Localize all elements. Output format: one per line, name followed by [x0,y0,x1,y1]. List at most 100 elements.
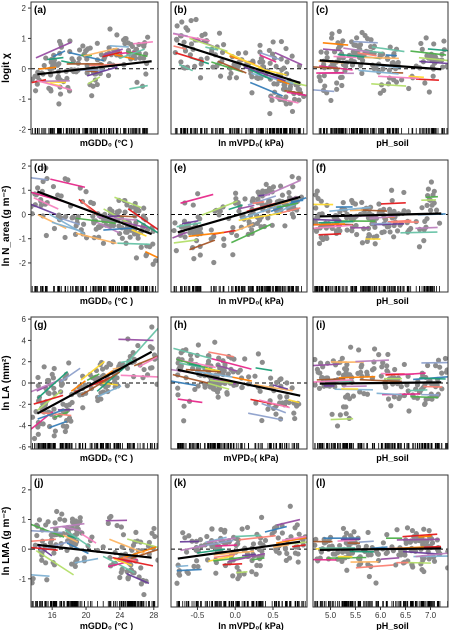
panel-frame [170,159,308,293]
data-point [128,204,134,211]
data-point [373,580,379,586]
group-fit-line [313,89,335,93]
group-fit-line [31,176,48,181]
data-point [41,364,47,370]
data-point [284,394,290,400]
data-point [76,55,82,62]
group-fit-line [253,383,293,392]
data-point [197,75,204,81]
data-point [80,221,87,227]
data-point [46,390,52,397]
data-point [135,342,141,349]
data-point [127,234,133,240]
data-point [266,198,272,204]
data-point [202,31,208,37]
panel-l: (l) 5.0 5.5 6.0 6.5 7.0 pH_soil [312,474,449,630]
group-fit-line [209,379,234,385]
overall-fit-line [319,381,442,385]
group-fit-line [275,536,307,544]
data-point [84,70,90,76]
group-fit-line [240,204,282,220]
data-point [114,32,120,38]
group-fit-line [318,233,342,236]
data-point [259,417,265,424]
data-point [435,357,442,363]
data-point [350,393,357,399]
group-fit-line [96,365,127,392]
data-point [242,196,248,202]
data-point [284,550,290,557]
data-point [72,563,78,569]
group-fit-line [415,552,448,558]
data-point [51,225,58,232]
data-point [235,369,241,375]
data-point [190,202,196,208]
group-fit-line [31,523,65,538]
data-point [66,415,73,421]
data-point [215,394,221,400]
data-point [368,552,374,558]
data-point [426,89,432,95]
x-axis-label: pH_soil [376,621,409,630]
data-point [340,199,346,206]
data-point [51,52,57,58]
data-point [284,380,290,386]
data-point [419,205,425,211]
group-fit-line [425,195,438,199]
group-fit-line [80,371,121,396]
group-fit-line [31,573,50,577]
panel-label: (d) [34,163,47,174]
data-point [409,527,416,534]
panel-label: (c) [316,5,328,16]
data-point [387,229,393,235]
data-point [405,209,411,215]
data-point [51,385,57,391]
data-point [73,541,79,547]
data-point [230,224,236,231]
panel-label: (g) [34,320,47,331]
data-point [250,541,257,547]
group-fit-line [316,377,346,381]
data-point [171,227,177,234]
group-fit-line [358,540,374,543]
group-fit-line [50,522,85,529]
data-point [209,526,215,532]
group-fit-line [276,202,299,209]
group-fit-line [234,534,261,538]
group-fit-line [338,375,376,379]
data-point [100,240,107,246]
data-point [149,365,155,371]
x-tick-label: 24 [115,611,124,620]
data-point [99,366,106,372]
data-point [286,189,292,196]
data-point [343,366,350,372]
data-point [283,45,289,52]
x-axis-label: mGDD₀ (°C ) [80,296,133,306]
data-point [35,431,41,437]
data-point [179,19,185,25]
data-point [43,232,49,239]
group-fit-line [264,525,287,533]
data-point [269,97,275,103]
data-point [376,201,382,207]
y-tick-label: 0 [22,210,27,219]
group-fit-line [173,239,198,244]
data-point [287,86,293,92]
data-point [124,229,130,235]
group-fit-line [33,197,59,210]
data-point [445,565,448,571]
panel-label: (h) [174,320,187,331]
panel-frame [312,316,449,450]
data-point [244,524,251,531]
data-point [55,192,61,198]
data-point [296,175,302,181]
data-point [354,35,360,41]
group-fit-line [49,420,68,429]
data-point [116,223,122,229]
group-fit-line [119,48,145,60]
data-point [221,236,227,242]
data-point [41,62,47,69]
data-point [175,385,181,391]
data-point [279,67,285,73]
group-fit-line [284,89,303,95]
